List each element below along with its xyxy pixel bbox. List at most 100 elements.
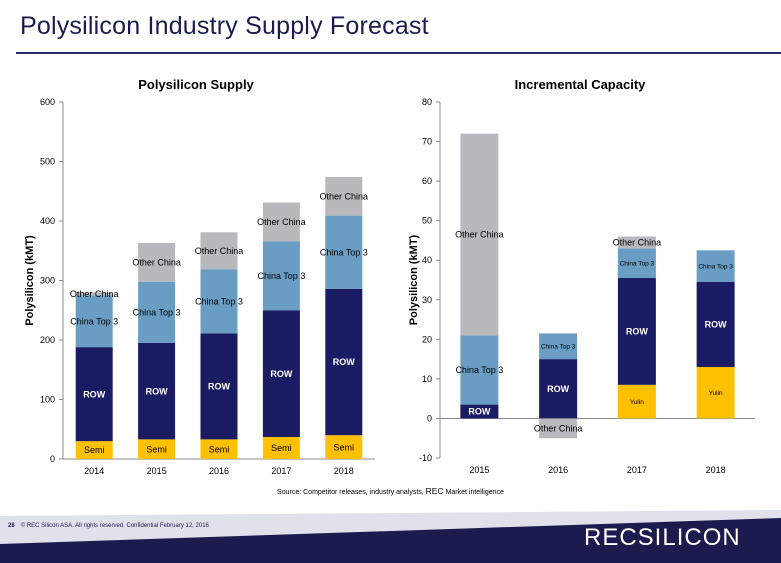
bar-data-label: Other China [534,423,583,433]
y-tick-label: 200 [40,335,55,345]
bar-segment [200,269,238,334]
bar-segment [539,333,578,360]
x-tick-label: 2014 [84,466,104,476]
title-divider [16,52,781,54]
bar-data-label: ROW [270,369,293,379]
bar-segment [200,232,238,270]
bar-segment [75,441,113,459]
bar-segment [325,176,363,216]
bar-data-label: ROW [468,407,491,417]
bar-segment [696,367,735,419]
bar-data-label: Other China [132,258,181,268]
bar-data-label: Other China [257,217,306,227]
bar-segment [539,359,578,419]
source-note: Source: Competitor releases, industry an… [0,486,781,496]
bar-segment [325,288,363,436]
bar-data-label: China Top 3 [195,296,243,306]
bar-segment [200,439,238,459]
y-axis-label: Polysilicon (kMT) [24,235,36,326]
footer-copyright: © REC Silicon ASA. All rights reserved. … [20,523,209,529]
bar-segment [200,333,238,440]
bar-segment [138,342,176,440]
bar-data-label: China Top 3 [541,344,576,351]
bar-segment [460,133,499,336]
bar-segment [138,439,176,459]
y-tick-label: 100 [40,395,55,405]
page-title: Polysilicon Industry Supply Forecast [20,12,429,40]
y-tick-label: 600 [40,97,55,107]
y-axis-label: Polysilicon (kMT) [408,234,420,325]
bar-data-label: ROW [705,320,728,330]
bar-segment [138,281,176,343]
bar-data-label: China Top 3 [133,307,181,317]
x-tick-label: 2015 [469,465,489,475]
bar-segment [460,404,499,419]
source-rec: REC [425,486,444,496]
chart-title: Polysilicon Supply [138,77,254,92]
bar-data-label: ROW [208,382,231,392]
bar-data-label: China Top 3 [455,365,503,375]
footer-text: 28 © REC Silicon ASA. All rights reserved… [8,523,209,529]
y-tick-label: 80 [422,97,432,107]
bar-segment [617,384,656,419]
bar-data-label: China Top 3 [320,247,368,257]
bar-data-label: ROW [83,389,106,399]
bar-segment [460,335,499,405]
bar-segment [696,250,735,282]
bar-segment [696,281,735,368]
footer-band [0,510,781,563]
bar-data-label: Yulin [709,390,723,397]
bar-segment [617,236,656,249]
y-tick-label: 30 [422,295,432,305]
bar-segment [262,241,300,311]
bar-data-label: Other China [70,289,119,299]
bar-data-label: Semi [146,444,167,454]
bar-segment [138,243,176,282]
bar-data-label: Other China [320,191,369,201]
bar-data-label: China Top 3 [698,263,733,270]
bar-data-label: Semi [334,442,355,452]
bar-data-label: Other China [195,246,244,256]
y-tick-label: 500 [40,157,55,167]
y-tick-label: 0 [50,454,55,464]
x-tick-label: 2016 [209,466,229,476]
bar-segment [262,202,300,242]
bar-segment [617,278,656,385]
bar-data-label: China Top 3 [257,271,305,281]
y-tick-label: 0 [427,413,432,423]
bar-segment [539,418,578,439]
x-tick-label: 2017 [627,465,647,475]
x-tick-label: 2018 [334,466,354,476]
bar-segment [262,310,300,437]
y-tick-label: 300 [40,276,55,286]
bar-data-label: Semi [209,444,230,454]
bar-segment [75,295,113,348]
bar-data-label: ROW [626,327,649,337]
source-suffix: Market intelligence [443,489,504,496]
y-tick-label: 400 [40,216,55,226]
bar-segment [75,292,113,296]
y-tick-label: 10 [422,374,432,384]
source-prefix: Source: Competitor releases, industry an… [277,489,426,496]
x-tick-label: 2015 [147,466,167,476]
x-tick-label: 2017 [271,466,291,476]
bar-data-label: Other China [613,238,662,248]
bar-data-label: ROW [146,386,169,396]
bar-data-label: Yulin [630,399,644,406]
bar-segment [75,347,113,442]
x-tick-label: 2018 [706,465,726,475]
y-tick-label: 50 [422,216,432,226]
y-tick-label: 60 [422,176,432,186]
bar-segment [262,436,300,459]
bar-data-label: China Top 3 [70,316,118,326]
bar-segment [617,248,656,279]
x-tick-label: 2016 [548,465,568,475]
bar-segment [325,215,363,289]
bar-data-label: ROW [333,357,356,367]
bar-data-label: Semi [84,445,105,455]
y-tick-label: 20 [422,334,432,344]
bar-data-label: Other China [455,230,504,240]
rec-silicon-logo: RECSILICON [584,524,741,551]
